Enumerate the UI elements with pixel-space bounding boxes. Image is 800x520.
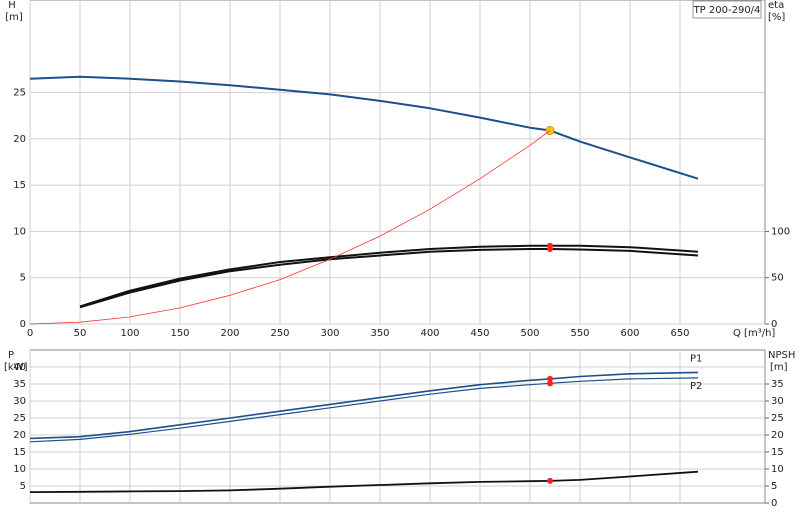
curve xyxy=(29,130,551,325)
y2-tick-label: 50 xyxy=(771,273,784,284)
y-axis-label: H xyxy=(8,0,16,11)
y-tick-label: 5 xyxy=(20,273,26,284)
x-tick-label: 600 xyxy=(620,328,639,339)
x-tick-label: 500 xyxy=(520,328,539,339)
y-tick-label: 20 xyxy=(13,430,26,441)
x-tick-label: 550 xyxy=(570,328,589,339)
y-tick-label: 25 xyxy=(13,88,26,99)
duty-point xyxy=(547,246,553,253)
y-tick-label: 30 xyxy=(13,396,26,407)
duty-point xyxy=(547,380,553,387)
y2-axis-label: eta xyxy=(768,0,784,11)
y2-tick-label: 10 xyxy=(771,464,784,475)
x-tick-label: 100 xyxy=(120,328,139,339)
curve xyxy=(29,377,699,443)
y2-tick-label: 25 xyxy=(771,413,784,424)
duty-point xyxy=(547,375,553,382)
x-tick-label: 0 xyxy=(27,328,33,339)
x-tick-label: 250 xyxy=(270,328,289,339)
x-tick-label: 200 xyxy=(220,328,239,339)
x-tick-label: 350 xyxy=(370,328,389,339)
x-tick-label: 400 xyxy=(420,328,439,339)
y-tick-label: 35 xyxy=(13,379,26,390)
y2-axis-unit: [%] xyxy=(768,12,785,23)
y2-tick-label: 100 xyxy=(771,226,790,237)
y-axis-unit: [kW] xyxy=(4,362,28,373)
y-axis-label: P xyxy=(8,350,14,361)
bottom-plot-frame xyxy=(29,349,766,504)
x-tick-label: 150 xyxy=(170,328,189,339)
series-label: P2 xyxy=(690,381,702,392)
y-tick-label: 20 xyxy=(13,134,26,145)
y-tick-label: 10 xyxy=(13,226,26,237)
x-axis-label: Q [m³/h] xyxy=(733,328,775,339)
duty-point xyxy=(547,477,553,484)
chart-title: TP 200-290/4 xyxy=(693,5,761,16)
title-box xyxy=(692,0,762,19)
x-tick-label: 650 xyxy=(670,328,689,339)
curve xyxy=(29,75,699,180)
y2-tick-label: 30 xyxy=(771,396,784,407)
y2-tick-label: 20 xyxy=(771,430,784,441)
y2-tick-label: 5 xyxy=(771,481,777,492)
y-axis-unit: [m] xyxy=(5,12,23,23)
x-tick-label: 50 xyxy=(74,328,87,339)
y2-axis-label: NPSH xyxy=(768,350,795,361)
curve xyxy=(29,371,699,440)
top-plot-frame xyxy=(29,0,766,325)
curve xyxy=(29,470,699,493)
x-tick-label: 450 xyxy=(470,328,489,339)
y2-tick-label: 35 xyxy=(771,379,784,390)
curve xyxy=(79,248,699,309)
y2-axis-unit: [m] xyxy=(770,362,788,373)
y-tick-label: 0 xyxy=(20,319,26,330)
curve xyxy=(79,244,699,308)
y-tick-label: 10 xyxy=(13,464,26,475)
y-tick-label: 15 xyxy=(13,447,26,458)
y-tick-label: 5 xyxy=(20,481,26,492)
x-tick-label: 300 xyxy=(320,328,339,339)
y2-tick-label: 0 xyxy=(771,319,777,330)
series-label: P1 xyxy=(690,353,702,364)
y-tick-label: 40 xyxy=(13,362,26,373)
y2-tick-label: 15 xyxy=(771,447,784,458)
y-tick-label: 25 xyxy=(13,413,26,424)
y-tick-label: 15 xyxy=(13,180,26,191)
y2-tick-label: 0 xyxy=(771,498,777,509)
